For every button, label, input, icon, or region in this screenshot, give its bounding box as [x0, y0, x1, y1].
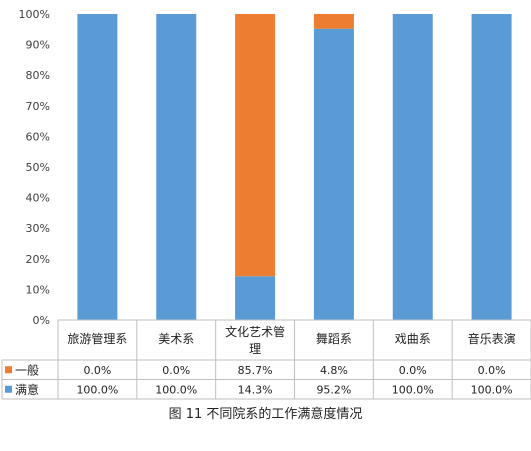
data-label: 100.0%: [392, 383, 434, 396]
data-label: 0.0%: [478, 364, 506, 377]
legend-key: [5, 366, 12, 374]
category-label: 美术系: [158, 332, 194, 346]
y-tick-label: 90%: [26, 39, 50, 52]
legend-label: 一般: [15, 362, 39, 377]
y-tick-label: 80%: [26, 69, 50, 82]
y-tick-label: 60%: [26, 130, 50, 143]
data-label: 0.0%: [399, 364, 427, 377]
bar-segment: [77, 14, 118, 320]
bar-segment: [235, 276, 276, 320]
data-label: 95.2%: [316, 383, 351, 396]
data-label: 85.7%: [238, 364, 273, 377]
y-tick-label: 50%: [26, 161, 50, 174]
figure-caption: 图 11 不同院系的工作满意度情况: [168, 407, 363, 422]
data-label: 14.3%: [238, 383, 273, 396]
y-tick-label: 10%: [26, 283, 50, 296]
legend-key: [5, 385, 12, 393]
bar-segment: [156, 14, 197, 320]
bar-segment: [471, 14, 512, 320]
data-label: 100.0%: [155, 383, 197, 396]
y-tick-label: 100%: [19, 8, 50, 21]
data-label: 100.0%: [76, 383, 118, 396]
y-tick-label: 0%: [33, 314, 50, 327]
y-tick-label: 70%: [26, 100, 50, 113]
category-label: 旅游管理系: [67, 331, 127, 346]
bar-segment: [313, 28, 354, 321]
category-label: 舞蹈系: [316, 332, 352, 346]
category-label: 戏曲系: [395, 332, 431, 346]
data-label: 100.0%: [471, 383, 513, 396]
y-tick-label: 40%: [26, 192, 50, 205]
bar-segment: [313, 14, 354, 29]
data-label: 4.8%: [320, 364, 348, 377]
category-label: 音乐表演: [468, 331, 516, 346]
legend-label: 满意: [15, 382, 39, 397]
bar-segment: [392, 14, 433, 320]
chart-canvas: 0% 10% 20% 30% 40% 50% 60% 70% 80% 90% 100% 旅游管理系 美术…: [1, 8, 531, 400]
data-label: 0.0%: [162, 364, 190, 377]
y-tick-label: 30%: [26, 222, 50, 235]
category-label: 文化艺术管理: [225, 324, 285, 356]
y-tick-label: 20%: [26, 253, 50, 266]
data-label: 0.0%: [83, 364, 111, 377]
bar-segment: [235, 14, 276, 277]
